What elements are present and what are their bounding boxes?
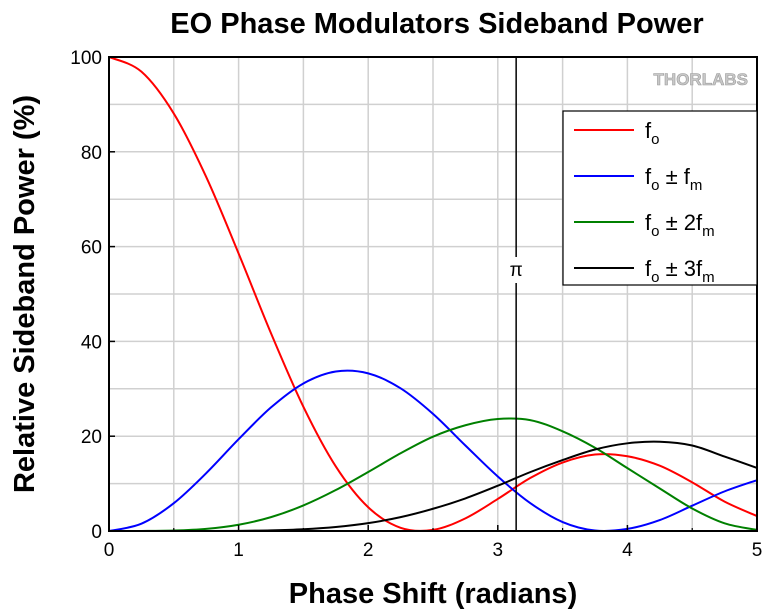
y-tick-label: 40 — [81, 332, 102, 353]
x-tick-label: 4 — [622, 540, 633, 561]
y-tick-label: 20 — [81, 427, 102, 448]
chart-title: EO Phase Modulators Sideband Power — [170, 8, 703, 40]
y-tick-label: 0 — [91, 522, 102, 543]
x-tick-label: 3 — [493, 540, 504, 561]
axis-ticks: 0 1 2 3 4 5 0 20 40 60 80 100 — [70, 48, 762, 561]
x-axis-label: Phase Shift (radians) — [289, 578, 577, 610]
thorlabs-logo: THORLABS — [654, 70, 748, 89]
y-tick-label: 80 — [81, 143, 102, 164]
y-tick-label: 60 — [81, 238, 102, 259]
legend-label-2: fo ± 2fm — [645, 210, 715, 240]
y-tick-label: 100 — [70, 48, 102, 69]
series-line-2 — [108, 417, 758, 533]
pi-marker-label: π — [510, 260, 523, 281]
pi-label-background — [506, 257, 527, 283]
legend: fo fo ± fm fo ± 2fm fo ± 3fm — [562, 110, 758, 286]
y-axis-label: Relative Sideband Power (%) — [9, 95, 41, 493]
x-tick-label: 0 — [104, 540, 115, 561]
x-tick-label: 1 — [233, 540, 244, 561]
legend-label-3: fo ± 3fm — [645, 256, 715, 286]
x-tick-label: 2 — [363, 540, 374, 561]
legend-label-0: fo — [645, 118, 659, 148]
legend-label-1: fo ± fm — [645, 164, 702, 194]
grid — [109, 57, 757, 531]
series-line-1 — [108, 369, 758, 533]
x-tick-label: 5 — [752, 540, 763, 561]
